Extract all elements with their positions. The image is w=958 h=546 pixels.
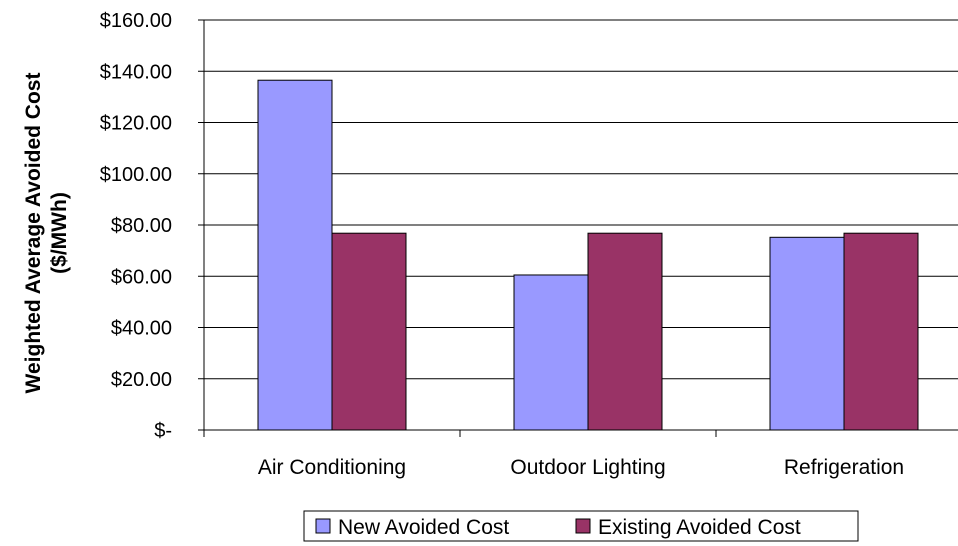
y-axis-title-line2: ($/MWh): [48, 192, 71, 274]
y-tick-labels: $- $20.00 $40.00 $60.00 $80.00 $100.00 $120.00…: [100, 10, 172, 442]
legend-swatch: [575, 518, 591, 534]
legend-label: New Avoided Cost: [338, 516, 509, 539]
y-tick-label: $80.00: [111, 215, 172, 237]
y-tick-label: $120.00: [100, 113, 172, 135]
bar-existing-avoided-cost-1: [587, 232, 663, 431]
bar-existing-avoided-cost-2: [843, 232, 919, 431]
y-tick-label: $100.00: [100, 164, 172, 186]
category-labels: Air Conditioning Outdoor Lighting Refriger…: [258, 456, 904, 479]
bar-new-avoided-cost-1: [513, 274, 589, 431]
y-axis-title-line1: Weighted Average Avoided Cost: [22, 73, 45, 394]
y-tick-label: $-: [154, 420, 172, 442]
bar-new-avoided-cost-2: [769, 236, 845, 431]
category-label: Outdoor Lighting: [510, 456, 665, 479]
y-tick-label: $60.00: [111, 266, 172, 288]
bars: [257, 79, 919, 431]
y-tick-label: $40.00: [111, 318, 172, 340]
axes: [203, 20, 958, 437]
y-tick-label: $140.00: [100, 61, 172, 83]
y-tick-label: $160.00: [100, 10, 172, 32]
legend: New Avoided Cost Existing Avoided Cost: [303, 510, 859, 542]
bar-new-avoided-cost-0: [257, 79, 333, 431]
legend-label: Existing Avoided Cost: [598, 516, 801, 539]
legend-swatch: [315, 518, 331, 534]
category-label: Refrigeration: [784, 456, 904, 479]
y-tick-label: $20.00: [111, 369, 172, 391]
category-label: Air Conditioning: [258, 456, 406, 479]
y-axis-title: Weighted Average Avoided Cost ($/MWh): [22, 73, 71, 394]
bar-existing-avoided-cost-0: [331, 232, 407, 431]
